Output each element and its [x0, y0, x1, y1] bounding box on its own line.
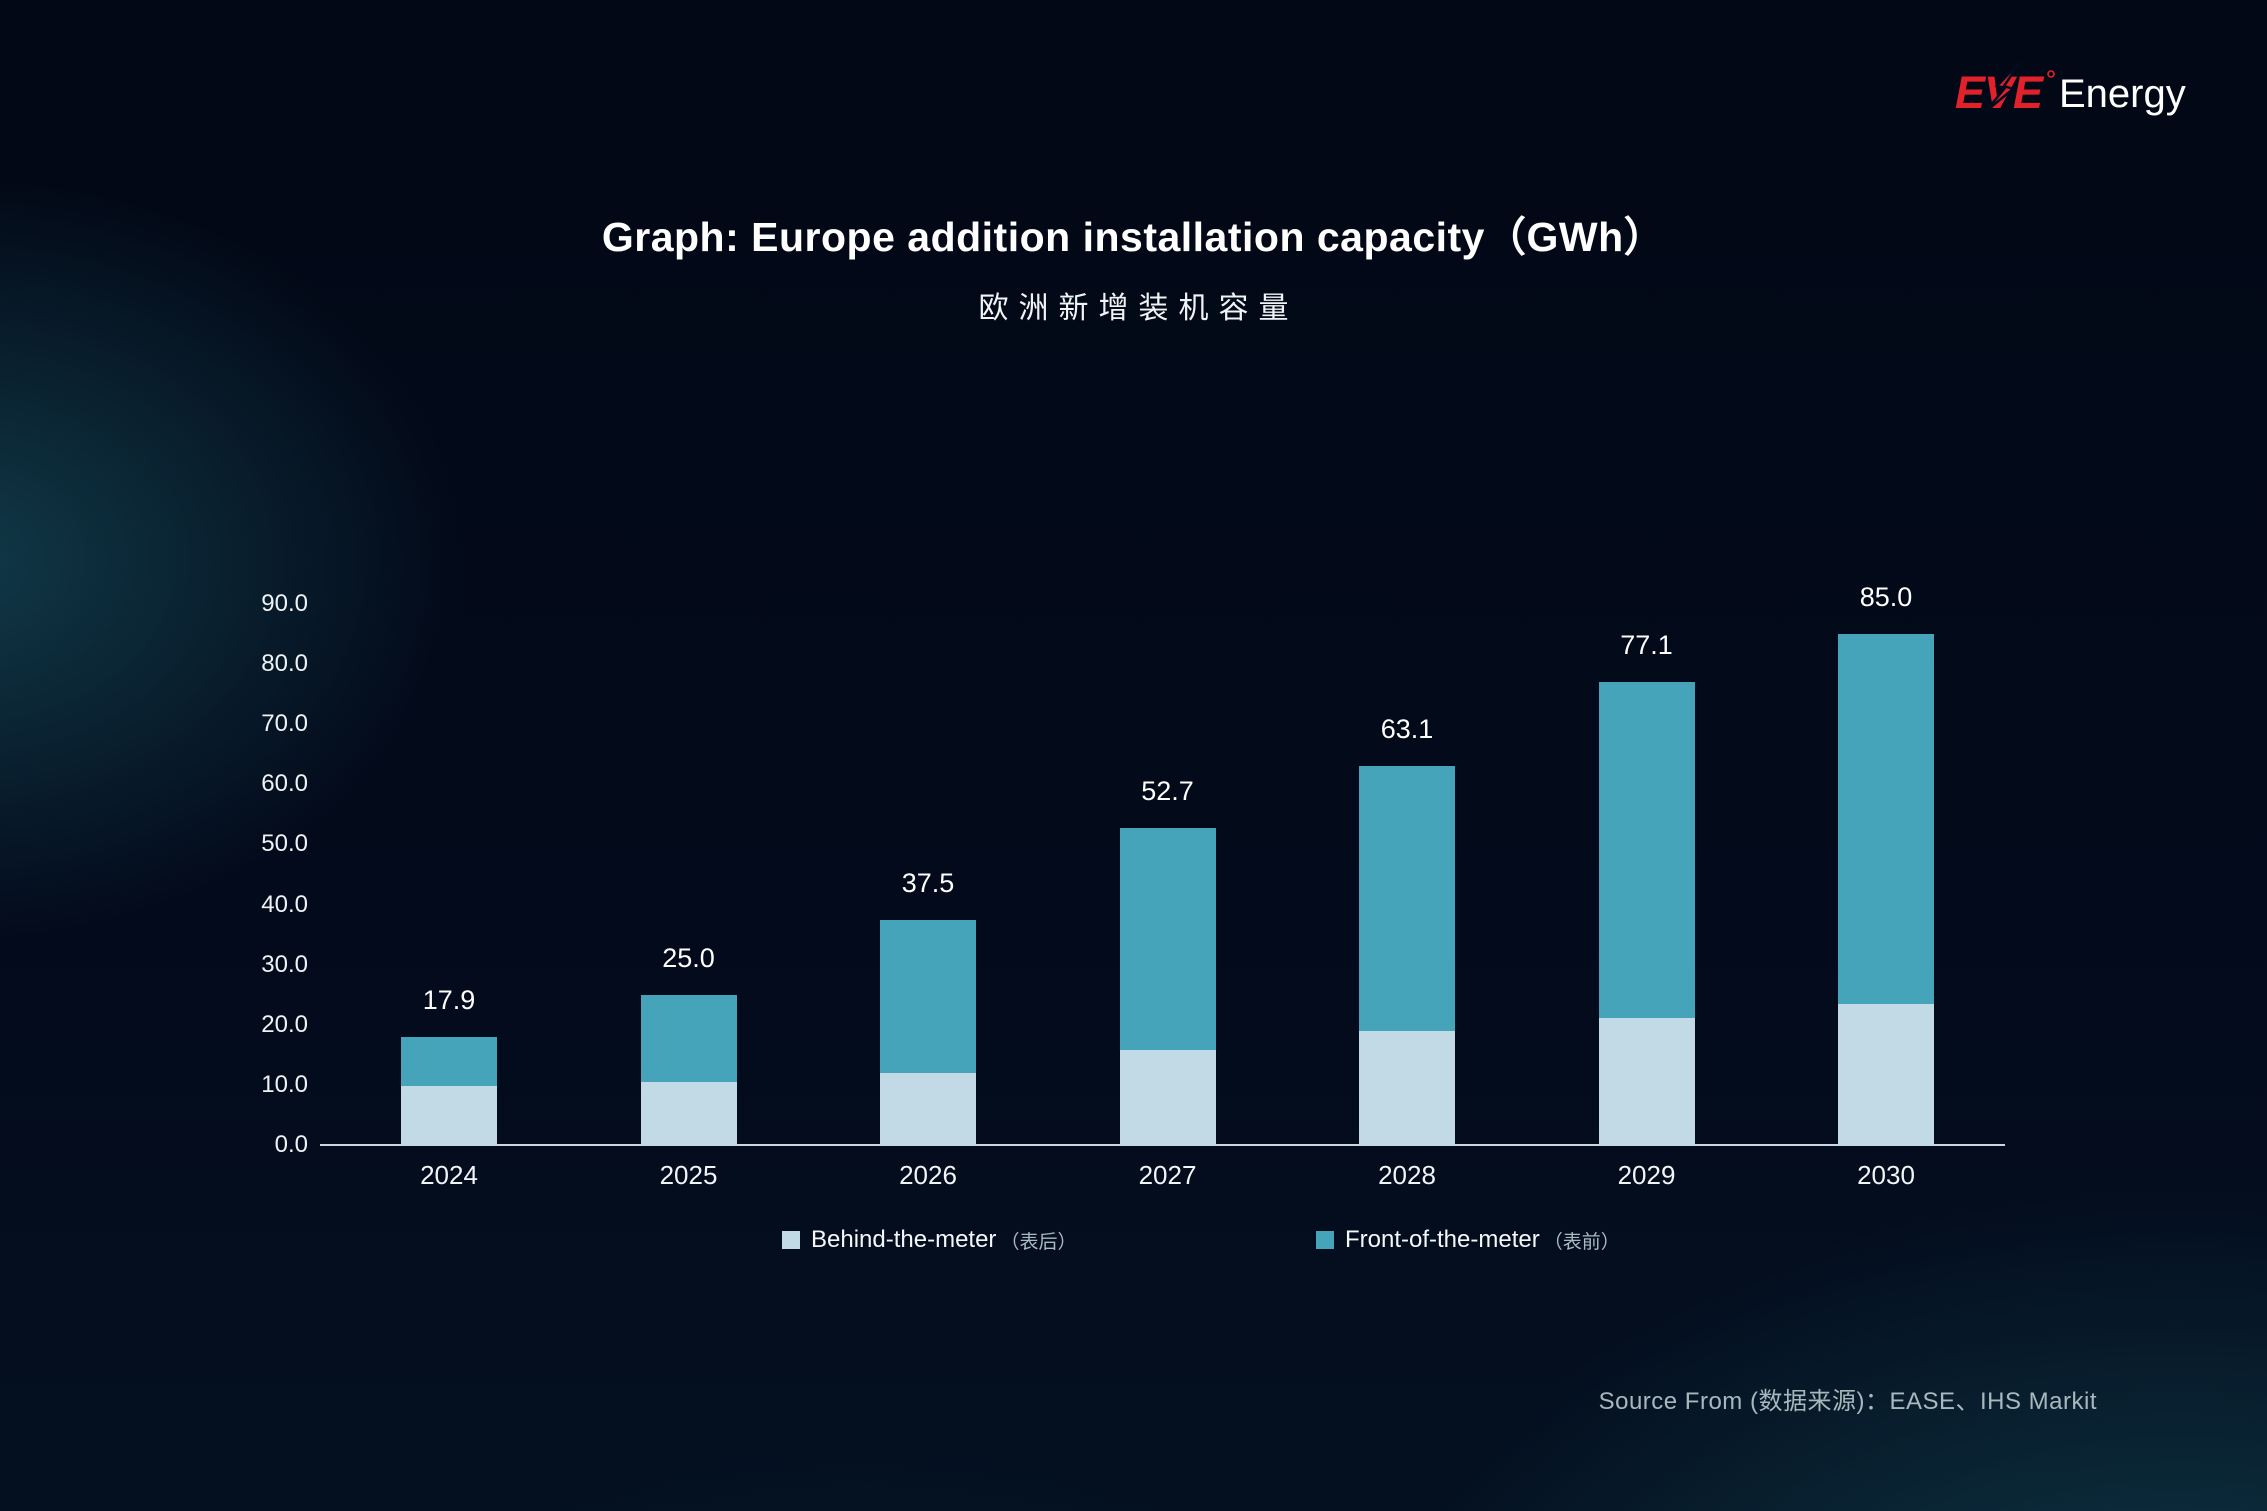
- x-tick-label: 2024: [420, 1160, 478, 1190]
- x-tick-label: 2025: [659, 1160, 718, 1190]
- bar-segment-front-of-the-meter: [401, 1037, 497, 1087]
- bar-total-label: 37.5: [901, 867, 955, 898]
- y-tick-label: 90.0: [261, 590, 308, 617]
- eve-energy-logo-graphic: EVE Energy: [1955, 60, 2186, 118]
- legend-item-behind-the-meter: Behind-the-meter （表后）: [782, 1226, 1077, 1253]
- eve-energy-logo: EVE Energy: [1955, 60, 2187, 129]
- bar-segment-behind-the-meter: [1119, 1050, 1216, 1145]
- y-tick-label: 50.0: [261, 830, 308, 858]
- registered-trademark-icon: [2047, 70, 2055, 78]
- legend-note: （表前）: [1543, 1231, 1620, 1253]
- bar-segment-front-of-the-meter: [1359, 765, 1455, 1031]
- source-note: Source From (数据来源)：EASE、IHS Markit: [1598, 1388, 2097, 1415]
- y-tick-label: 70.0: [261, 710, 308, 738]
- lightning-bolt-icon: [1984, 60, 2023, 113]
- bar-segment-behind-the-meter: [640, 1082, 737, 1145]
- y-tick-label: 30.0: [261, 950, 308, 978]
- y-tick-label: 10.0: [261, 1070, 308, 1098]
- legend-label: Behind-the-meter: [811, 1226, 997, 1253]
- bar-total-label: 77.1: [1620, 629, 1673, 660]
- x-axis-line: [320, 1144, 2005, 1146]
- y-tick-label: 20.0: [261, 1010, 308, 1038]
- chart-subtitle: 欧洲新增装机容量: [978, 292, 1299, 325]
- legend-item-front-of-the-meter: Front-of-the-meter （表前）: [1316, 1226, 1620, 1253]
- legend-swatch-icon: [1316, 1231, 1334, 1249]
- x-tick-label: 2029: [1617, 1160, 1676, 1190]
- bar-segment-behind-the-meter: [880, 1072, 976, 1145]
- y-tick-label: 0.0: [274, 1131, 308, 1158]
- bar-total-label: 52.7: [1141, 776, 1194, 807]
- bar-segment-front-of-the-meter: [1119, 828, 1216, 1050]
- bar-total-label: 63.1: [1380, 713, 1434, 744]
- bar-segment-behind-the-meter: [1359, 1030, 1455, 1145]
- legend-note: （表后）: [1000, 1231, 1077, 1253]
- bar-segment-front-of-the-meter: [1838, 634, 1934, 1005]
- logo-energy-text: Energy: [2059, 72, 2186, 116]
- bar-total-label: 17.9: [422, 985, 476, 1016]
- y-tick-label: 60.0: [261, 770, 308, 798]
- bar-segment-front-of-the-meter: [640, 994, 737, 1083]
- x-tick-label: 2028: [1378, 1160, 1436, 1190]
- legend-swatch-icon: [782, 1231, 800, 1249]
- legend-label: Front-of-the-meter: [1345, 1226, 1540, 1253]
- bar-segment-front-of-the-meter: [1598, 681, 1695, 1019]
- bar-segment-behind-the-meter: [401, 1086, 497, 1145]
- y-tick-label: 40.0: [261, 890, 308, 918]
- bar-total-label: 25.0: [662, 942, 715, 973]
- bar-segment-behind-the-meter: [1838, 1004, 1934, 1145]
- bar-total-label: 85.0: [1859, 582, 1913, 613]
- x-tick-label: 2027: [1138, 1160, 1197, 1190]
- x-tick-label: 2030: [1857, 1160, 1915, 1190]
- y-tick-label: 80.0: [261, 650, 308, 678]
- bar-segment-front-of-the-meter: [880, 919, 976, 1073]
- bar-segment-behind-the-meter: [1598, 1018, 1695, 1145]
- x-tick-label: 2026: [899, 1160, 957, 1190]
- chart-title: Graph: Europe addition installation capa…: [601, 214, 1666, 260]
